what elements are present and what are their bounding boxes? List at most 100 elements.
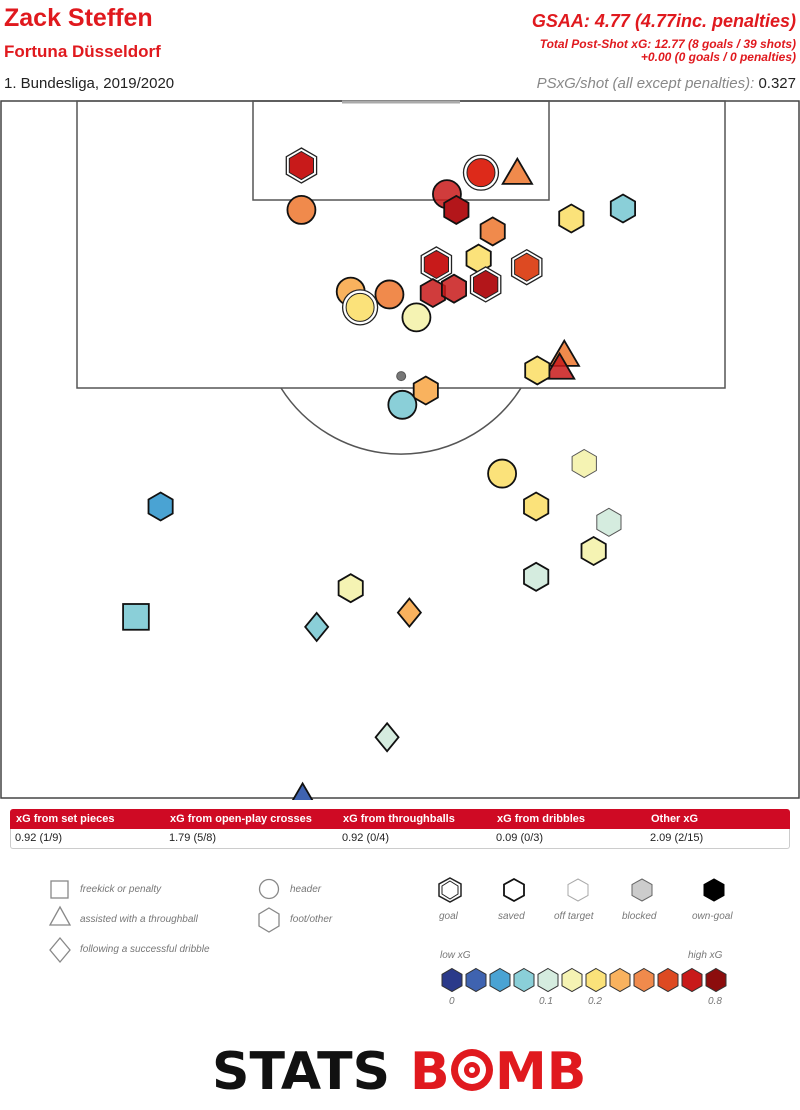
- shots-layer: [122, 147, 636, 800]
- shot-saved: [524, 355, 551, 386]
- penalty-arc: [280, 387, 522, 455]
- penalty-area: [76, 100, 726, 389]
- shot-saved: [396, 597, 423, 629]
- scale-swatch: [441, 967, 463, 993]
- shot-marker: [440, 273, 468, 304]
- psxg-penalties: +0.00 (0 goals / 0 penalties): [640, 50, 796, 64]
- header-set-pieces: xG from set pieces: [16, 813, 115, 825]
- legend-label-goal: goal: [439, 911, 458, 922]
- shot-saved: [501, 156, 534, 185]
- logo-text-stats: STATS: [212, 1042, 390, 1100]
- shot-saved: [337, 573, 364, 604]
- shot-saved: [291, 781, 314, 800]
- legend-scale-high: high xG: [688, 950, 723, 961]
- legend-label-off-target: off target: [554, 911, 594, 922]
- shot-saved: [443, 194, 470, 225]
- legend-own-goal-icon: [703, 878, 725, 902]
- legend-square-icon: [50, 880, 69, 899]
- table-header-row: xG from set pieces xG from open-play cro…: [10, 809, 790, 829]
- shot-marker: [337, 573, 364, 604]
- shot-saved: [401, 302, 432, 333]
- shot-saved: [374, 721, 400, 753]
- legend-label-freekick: freekick or penalty: [80, 884, 162, 895]
- shot-marker: [286, 195, 317, 225]
- shot-marker: [374, 279, 405, 310]
- gsaa-stat: GSAA: 4.77 (4.77inc. penalties): [531, 11, 796, 31]
- legend-label-throughball: assisted with a throughball: [80, 914, 198, 925]
- shot-marker: [285, 147, 318, 184]
- shot-saved: [543, 351, 576, 380]
- legend-scale-low: low xG: [440, 950, 471, 961]
- value-throughballs: 0.92 (0/4): [342, 832, 390, 844]
- table-value-row: 0.92 (1/9) 1.79 (5/8) 0.92 (0/4) 0.09 (0…: [10, 829, 790, 849]
- scale-swatch: [657, 967, 679, 993]
- scale-swatch: [561, 967, 583, 993]
- shot-marker: [291, 781, 314, 800]
- value-open-play-crosses: 1.79 (5/8): [169, 832, 217, 844]
- shot-goal: [514, 252, 540, 282]
- legend-label-header: header: [290, 884, 322, 895]
- legend-saved-icon: [503, 877, 525, 903]
- scale-swatch: [681, 967, 703, 993]
- shot-saved: [412, 375, 439, 406]
- legend-label-blocked: blocked: [622, 911, 657, 922]
- shot-saved: [479, 216, 506, 247]
- value-other-xg: 2.09 (2/15): [650, 832, 704, 844]
- scale-swatch: [585, 967, 607, 993]
- value-dribbles: 0.09 (0/3): [496, 832, 544, 844]
- shot-marker: [412, 375, 439, 406]
- scale-swatch: [537, 967, 559, 993]
- team-name: Fortuna Düsseldorf: [4, 42, 161, 61]
- psxg-per-shot: PSxG/shot (all except penalties): 0.327: [537, 75, 796, 92]
- shot-saved: [387, 389, 418, 420]
- shot-goal: [288, 150, 314, 181]
- shot-marker: [523, 561, 550, 592]
- psxg-per-shot-value: 0.327: [758, 75, 796, 92]
- legend-hexagon-icon: [258, 907, 280, 933]
- shot-marker: [387, 389, 418, 420]
- scale-swatch: [465, 967, 487, 993]
- psxg-per-shot-label: PSxG/shot (all except penalties):: [536, 75, 755, 92]
- scale-swatch: [705, 967, 727, 993]
- shot-marker: [396, 371, 407, 382]
- shot-goal: [466, 158, 496, 188]
- legend-circle-icon: [258, 878, 280, 900]
- scale-swatch: [513, 967, 535, 993]
- shot-marker: [304, 611, 330, 643]
- shot-marker: [580, 535, 607, 567]
- shot-marker: [147, 491, 174, 522]
- legend-goal-inner-icon: [441, 880, 459, 900]
- legend-blocked-icon: [631, 878, 653, 902]
- header-throughballs: xG from throughballs: [343, 813, 455, 825]
- shot-saved: [558, 203, 585, 234]
- logo-text-mb: MB: [495, 1042, 586, 1100]
- shot-marker: [596, 507, 622, 537]
- shot-goal: [473, 269, 499, 299]
- shot-saved: [609, 193, 636, 224]
- pitch-outline: [0, 100, 800, 799]
- legend-tick-0: 0: [449, 996, 455, 1007]
- legend-label-own-goal: own-goal: [692, 911, 733, 922]
- xg-color-scale: [441, 967, 727, 993]
- scale-swatch: [489, 967, 511, 993]
- legend-markers: [48, 877, 727, 993]
- shot-marker: [122, 603, 150, 631]
- shot-off-target: [571, 448, 597, 479]
- shot-map: [0, 100, 800, 800]
- value-set-pieces: 0.92 (1/9): [15, 832, 63, 844]
- shot-off-target: [596, 507, 622, 537]
- scale-swatch: [633, 967, 655, 993]
- shot-marker: [396, 597, 423, 629]
- shot-marker: [401, 302, 432, 333]
- shot-marker: [443, 194, 470, 225]
- shot-saved: [304, 611, 330, 643]
- shot-marker: [479, 216, 506, 247]
- xg-summary-table: xG from set pieces xG from open-play cro…: [10, 809, 790, 849]
- shot-saved: [580, 535, 607, 567]
- player-name: Zack Steffen: [4, 4, 153, 32]
- shot-marker: [501, 156, 534, 185]
- header-other-xg: Other xG: [651, 813, 699, 825]
- header-open-play-crosses: xG from open-play crosses: [170, 813, 312, 825]
- legend-diamond-icon: [49, 936, 71, 964]
- legend-tick-0-2: 0.2: [588, 996, 602, 1007]
